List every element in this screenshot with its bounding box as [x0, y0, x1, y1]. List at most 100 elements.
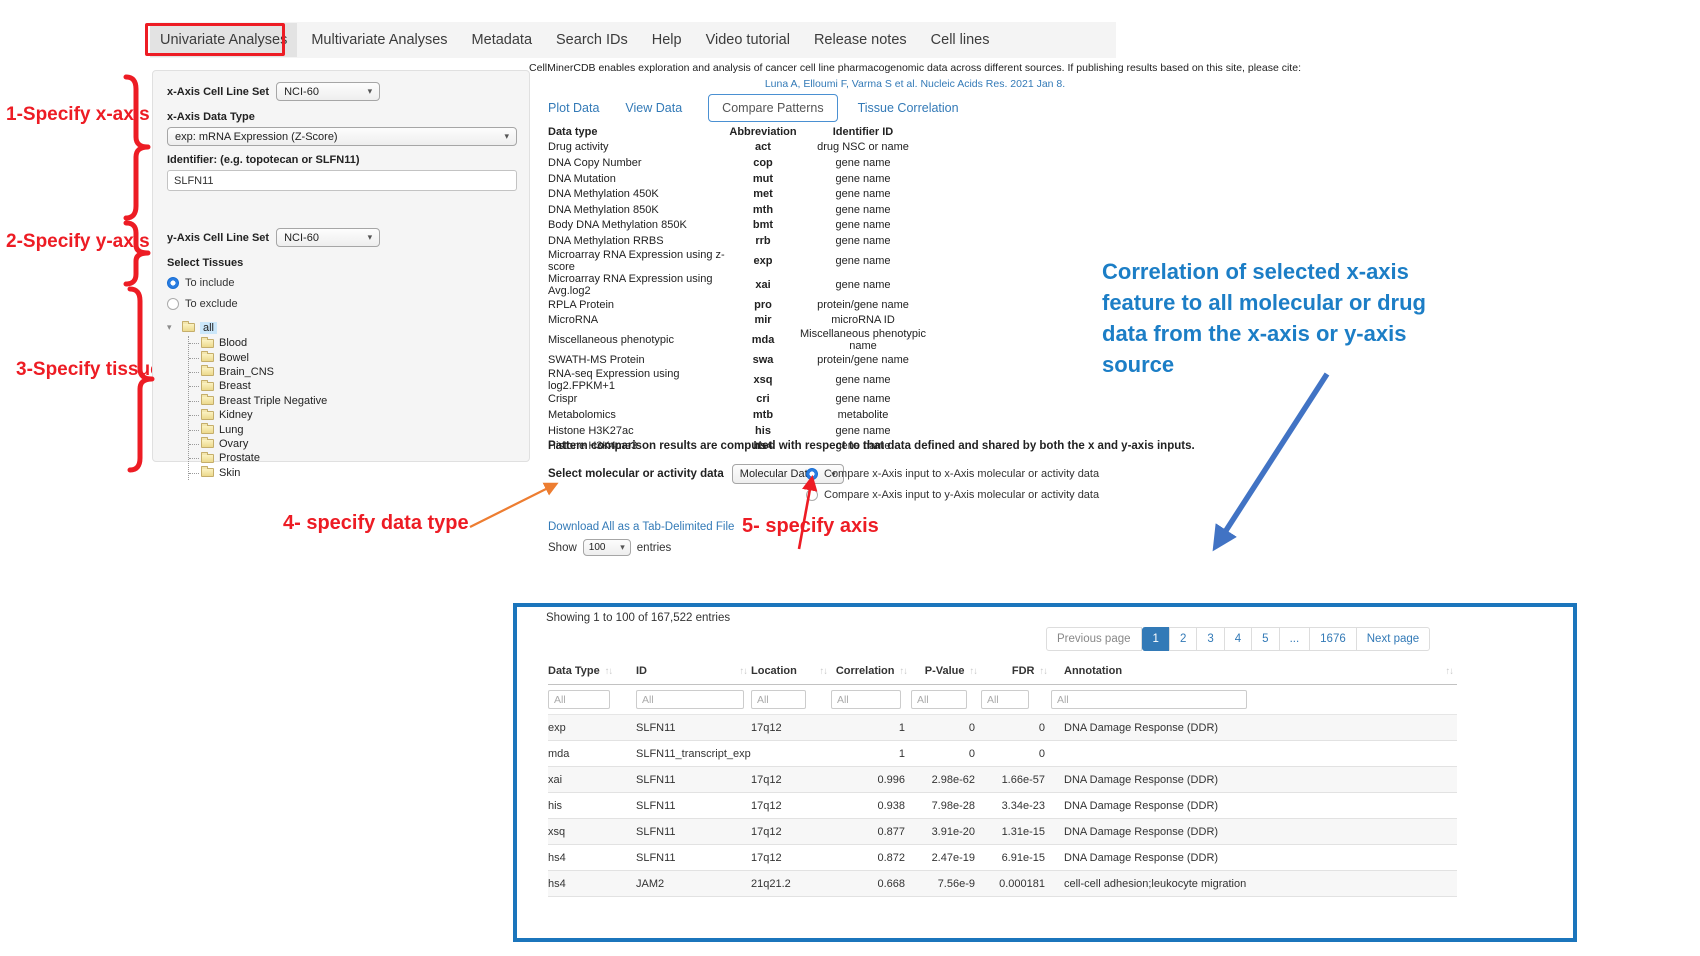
sort-icon[interactable]: ↑↓ — [899, 665, 908, 677]
analysis-tab[interactable]: View Data — [625, 101, 683, 115]
page-number-button[interactable]: 1676 — [1309, 627, 1357, 651]
tissue-tree-item-label: Kidney — [219, 409, 253, 422]
filter-id[interactable] — [636, 690, 744, 709]
nav-tab[interactable]: Release notes — [813, 32, 907, 48]
analysis-tab[interactable]: Compare Patterns — [708, 94, 838, 122]
include-radio-label: To include — [185, 276, 235, 289]
sort-icon[interactable]: ↑↓ — [604, 665, 613, 677]
filter-location[interactable] — [751, 690, 806, 709]
cell-correlation: 0.996 — [831, 766, 911, 793]
tissue-tree-item[interactable]: Kidney — [189, 408, 515, 422]
nav-tab[interactable]: Multivariate Analyses — [311, 32, 448, 48]
page-number-button[interactable]: 3 — [1196, 627, 1225, 651]
nav-tab[interactable]: Univariate Analyses — [150, 23, 298, 57]
tissue-tree-item[interactable]: Blood — [189, 336, 515, 350]
filter-correlation[interactable] — [831, 690, 901, 709]
chevron-down-icon: ▾ — [367, 86, 373, 96]
sort-icon[interactable]: ↑↓ — [1039, 665, 1048, 677]
tissue-tree-item[interactable]: Brain_CNS — [189, 365, 515, 379]
previous-page-button[interactable]: Previous page — [1046, 627, 1142, 651]
tissue-tree-item[interactable]: Skin — [189, 466, 515, 480]
tree-collapse-icon[interactable]: ▾ — [167, 322, 172, 332]
show-entries-select[interactable]: 100 ▾ — [582, 539, 631, 556]
molecular-select-label: Select molecular or activity data — [548, 468, 724, 480]
analysis-tabs: Plot Data View Data Compare Patterns Tis… — [548, 94, 985, 122]
next-page-button[interactable]: Next page — [1355, 627, 1431, 651]
result-row: mda SLFN11_transcript_expression 1 0 0 — [548, 740, 1457, 767]
sort-icon[interactable]: ↑↓ — [739, 665, 748, 677]
abbrev-row: DNA Methylation 850K mth gene name — [548, 203, 891, 216]
page-number-button[interactable]: ... — [1278, 627, 1311, 651]
cell-p-value: 2.98e-62 — [911, 766, 981, 793]
folder-icon — [201, 408, 214, 420]
col-header-location[interactable]: Location ↑↓ — [751, 660, 831, 685]
abbrev-row: Microarray RNA Expression using z-score … — [548, 248, 891, 273]
abbrev-row: Crispr cri gene name — [548, 393, 891, 406]
page-number-button[interactable]: 4 — [1223, 627, 1253, 651]
filter-annotation[interactable] — [1051, 690, 1247, 709]
arrow-to-data-type-select — [469, 482, 559, 528]
page-number-button[interactable]: 1 — [1141, 627, 1170, 651]
arrow-to-results-table — [1212, 372, 1330, 552]
abbrev-row: Miscellaneous phenotypic mda Miscellaneo… — [548, 327, 926, 352]
tissue-tree-item[interactable]: Breast — [189, 379, 515, 393]
page-number-button[interactable]: 5 — [1251, 627, 1280, 651]
abbrev-row: DNA Methylation RRBS rrb gene name — [548, 234, 891, 247]
download-all-link[interactable]: Download All as a Tab-Delimited File — [548, 521, 735, 533]
tissue-tree-item[interactable]: Breast Triple Negative — [189, 394, 515, 408]
folder-icon — [201, 379, 214, 391]
nav-tab[interactable]: Help — [651, 32, 682, 48]
sort-icon[interactable]: ↑↓ — [819, 665, 828, 677]
tissue-tree-root[interactable]: ▾ all — [167, 320, 515, 335]
analysis-tab[interactable]: Tissue Correlation — [857, 101, 959, 115]
citation-link[interactable]: Luna A, Elloumi F, Varma S et al. Nuclei… — [764, 78, 1066, 90]
exclude-radio[interactable] — [167, 297, 179, 310]
cell-correlation: 0.872 — [831, 844, 911, 871]
col-header-data-type[interactable]: Data Type ↑↓ — [548, 660, 636, 685]
tissue-tree-item[interactable]: Lung — [189, 422, 515, 436]
abbrev-header-data-type: Data type — [548, 125, 598, 138]
identifier-input[interactable] — [167, 170, 517, 191]
annotation-correlation-note: Correlation of selected x-axis feature t… — [1102, 259, 1426, 377]
sort-icon[interactable]: ↑↓ — [1445, 665, 1454, 677]
result-row: his SLFN11 17q12 0.938 7.98e-28 3.34e-23… — [548, 792, 1457, 819]
cell-fdr: 0 — [981, 714, 1051, 741]
filter-fdr[interactable] — [981, 690, 1029, 709]
tissue-tree-item[interactable]: Ovary — [189, 437, 515, 451]
cell-p-value: 7.56e-9 — [911, 870, 981, 897]
cell-location — [751, 740, 831, 767]
col-header-correlation[interactable]: Correlation ↑↓ — [831, 660, 911, 685]
axis-compare-option[interactable]: Compare x-Axis input to y-Axis molecular… — [806, 487, 1099, 502]
sort-icon[interactable]: ↑↓ — [969, 665, 978, 677]
folder-icon — [201, 451, 214, 463]
col-header-id[interactable]: ID ↑↓ — [636, 660, 751, 685]
axis-compare-options: Compare x-Axis input to x-Axis molecular… — [806, 466, 1099, 508]
cell-correlation: 1 — [831, 740, 911, 767]
col-header-fdr[interactable]: FDR ↑↓ — [981, 660, 1051, 685]
axis-compare-option[interactable]: Compare x-Axis input to x-Axis molecular… — [806, 466, 1099, 481]
nav-tab[interactable]: Cell lines — [930, 32, 990, 48]
col-header-annotation[interactable]: Annotation ↑↓ — [1051, 660, 1457, 685]
tissue-tree-item[interactable]: Prostate — [189, 451, 515, 465]
select-tissues-label: Select Tissues — [167, 257, 244, 269]
cell-fdr: 0 — [981, 740, 1051, 767]
cell-annotation: DNA Damage Response (DDR) — [1051, 818, 1457, 845]
tissue-tree-item[interactable]: Bowel — [189, 350, 515, 364]
folder-icon — [201, 394, 214, 406]
page-number-button[interactable]: 2 — [1168, 627, 1198, 651]
axis-compare-radio[interactable] — [806, 467, 818, 480]
nav-tab[interactable]: Metadata — [471, 32, 533, 48]
filter-data-type[interactable] — [548, 690, 610, 709]
include-radio[interactable] — [167, 276, 179, 289]
axis-compare-radio[interactable] — [806, 488, 818, 501]
col-header-p-value[interactable]: P-Value ↑↓ — [911, 660, 981, 685]
x-axis-data-type-select[interactable]: exp: mRNA Expression (Z-Score) ▾ — [167, 127, 517, 146]
filter-p-value[interactable] — [911, 690, 967, 709]
cell-p-value: 0 — [911, 740, 981, 767]
analysis-tab[interactable]: Plot Data — [548, 101, 600, 115]
y-axis-cell-line-set-select[interactable]: NCI-60 ▾ — [276, 228, 381, 247]
abbrev-row: DNA Methylation 450K met gene name — [548, 188, 891, 201]
nav-tab[interactable]: Search IDs — [556, 32, 628, 48]
nav-tab[interactable]: Video tutorial — [705, 32, 790, 48]
x-axis-cell-line-set-select[interactable]: NCI-60 ▾ — [276, 82, 381, 101]
